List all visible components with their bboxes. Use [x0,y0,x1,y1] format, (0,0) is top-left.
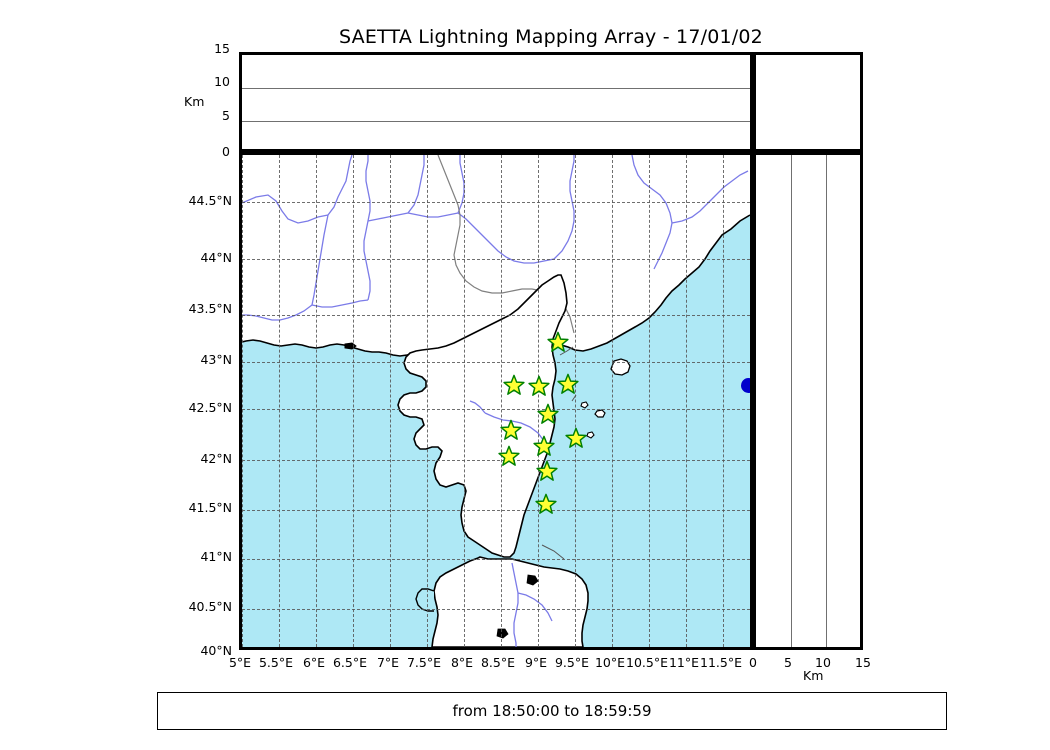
map-gridline-lon-6 [316,155,317,647]
top-panel-gridline-5 [242,121,750,122]
map-gridline-lon-7 [390,155,391,647]
map-gridline-lon-8 [464,155,465,647]
map-ytick-43: 43°N [200,352,232,367]
station-marker-star [533,435,555,457]
map-gridline-lat-42.5 [242,409,750,410]
station-marker-star [503,374,525,396]
map-xtick-10.5: 10.5°E [626,655,668,670]
map-xtick-8.5: 8.5°E [480,655,516,670]
map-graphic [242,155,750,647]
map-xtick-9: 9°E [524,655,548,670]
station-marker-star [557,373,579,395]
map-gridline-lat-42 [242,460,750,461]
altitude-latitude-panel[interactable] [753,152,863,650]
map-ytick-43.5: 43.5°N [188,301,232,316]
right-panel-xtick-10: 10 [815,655,831,670]
map-ytick-41.5: 41.5°N [188,500,232,515]
map-gridline-lat-41.5 [242,510,750,511]
station-marker-star [528,375,550,397]
map-xtick-5.5: 5.5°E [258,655,294,670]
right-panel-xtick-15: 15 [855,655,871,670]
map-gridline-lon-5.5 [279,155,280,647]
map-xtick-11.5: 11.5°E [700,655,742,670]
map-ytick-42: 42°N [200,451,232,466]
top-panel-axis-label-km: Km [184,94,205,109]
top-panel-ytick-10: 10 [214,74,230,89]
right-panel-gridline-10 [826,155,827,647]
map-ytick-42.5: 42.5°N [188,400,232,415]
right-panel-xtick-0: 0 [749,655,757,670]
map-gridline-lat-43 [242,362,750,363]
station-marker-star [547,331,569,353]
map-xtick-8: 8°E [450,655,474,670]
top-panel-ytick-5: 5 [222,108,230,123]
station-marker-star [498,445,520,467]
map-gridline-lon-10.5 [649,155,650,647]
map-ytick-44: 44°N [200,250,232,265]
right-panel-xtick-5: 5 [784,655,792,670]
right-panel-axis-label-km: Km [803,668,824,683]
map-gridline-lat-41 [242,559,750,560]
map-gridline-lat-43.5 [242,315,750,316]
status-bar: from 18:50:00 to 18:59:59 [157,692,947,730]
station-marker-star [565,427,587,449]
station-marker-star [536,460,558,482]
map-xtick-9.5: 9.5°E [554,655,590,670]
map-xtick-7: 7°E [376,655,400,670]
map-gridline-lon-8.5 [501,155,502,647]
map-gridline-lon-7.5 [427,155,428,647]
map-ytick-40.5: 40.5°N [188,599,232,614]
map-xtick-5: 5°E [228,655,252,670]
map-gridline-lon-9 [538,155,539,647]
map-gridline-lon-11 [686,155,687,647]
map-gridline-lat-44 [242,259,750,260]
map-xtick-6.5: 6.5°E [332,655,368,670]
vhf-source-marker [740,377,750,393]
map-gridline-lon-5 [242,155,243,647]
map-xtick-7.5: 7.5°E [406,655,442,670]
top-panel-ytick-15: 15 [214,41,230,56]
map-xtick-6: 6°E [302,655,326,670]
corner-panel[interactable] [753,52,863,152]
map-gridline-lon-6.5 [353,155,354,647]
map-ytick-44.5: 44.5°N [188,193,232,208]
status-text: from 18:50:00 to 18:59:59 [452,702,652,720]
longitude-altitude-panel[interactable] [239,52,753,152]
top-panel-ytick-0: 0 [222,144,230,159]
map-gridline-lat-40.5 [242,609,750,610]
station-marker-star [535,493,557,515]
top-panel-gridline-10 [242,88,750,89]
map-ytick-40: 40°N [200,643,232,658]
map-xtick-10: 10°E [594,655,626,670]
page-title: SAETTA Lightning Mapping Array - 17/01/0… [339,26,763,48]
map-gridline-lat-44.5 [242,202,750,203]
map-panel[interactable] [239,152,753,650]
right-panel-gridline-5 [791,155,792,647]
map-gridline-lon-9.5 [575,155,576,647]
map-gridline-lon-11.5 [723,155,724,647]
map-gridline-lon-10 [612,155,613,647]
station-marker-star [537,403,559,425]
station-marker-star [500,419,523,441]
map-ytick-41: 41°N [200,549,232,564]
map-xtick-11: 11°E [668,655,700,670]
